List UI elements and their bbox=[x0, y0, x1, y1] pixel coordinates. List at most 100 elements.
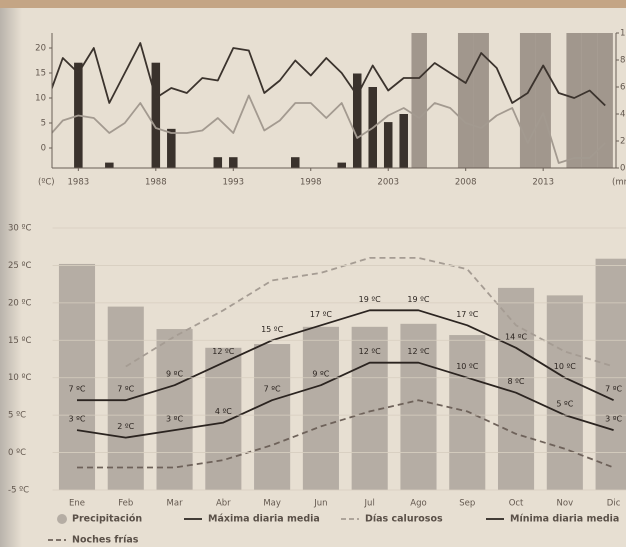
value-label: 7 ºC bbox=[605, 385, 622, 394]
bar bbox=[229, 157, 238, 168]
bar bbox=[519, 33, 536, 168]
value-label: 4 ºC bbox=[215, 407, 232, 416]
plot-area bbox=[58, 257, 626, 490]
value-label: 2 ºC bbox=[117, 422, 134, 431]
x-tick-label: Jul bbox=[364, 499, 375, 509]
value-label: 5 ºC bbox=[556, 400, 573, 409]
line bbox=[77, 309, 614, 402]
stone-edge bbox=[0, 0, 22, 547]
value-label: 17 ºC bbox=[310, 310, 332, 319]
y-tick-label: 5 bbox=[41, 119, 46, 129]
x-tick-label: 2003 bbox=[377, 178, 399, 188]
value-label: 7 ºC bbox=[68, 385, 85, 394]
legend-marker bbox=[57, 514, 67, 524]
x-tick-label: Ene bbox=[69, 499, 85, 509]
y2-axis-label: (mm) bbox=[612, 178, 626, 188]
y-tick-label: 15 bbox=[35, 69, 46, 79]
bar bbox=[566, 33, 582, 168]
chart-climate: -5 ºC 0 ºC 5 ºC 10 ºC 15 ºC 20 ºC 25 ºC 30 ºC En… bbox=[8, 224, 626, 546]
line bbox=[125, 257, 614, 368]
value-label: 19 ºC bbox=[359, 295, 381, 304]
y-tick-label: 30 ºC bbox=[8, 224, 32, 234]
x-tick-label: Feb bbox=[118, 499, 133, 509]
bar bbox=[151, 62, 161, 168]
bar bbox=[581, 33, 598, 168]
value-label: 15 ºC bbox=[261, 325, 283, 334]
y2-tick-label: 2 bbox=[620, 137, 625, 147]
y2-tick-label: 6 bbox=[620, 83, 625, 93]
bar bbox=[399, 114, 408, 168]
x-tick-label: Sep bbox=[459, 499, 475, 509]
legend-label: Mínima diaria media bbox=[510, 514, 619, 525]
bar bbox=[167, 128, 176, 168]
x-tick-label: 1993 bbox=[222, 178, 244, 188]
y-tick-label: 10 bbox=[35, 94, 46, 104]
bar bbox=[291, 157, 300, 168]
plot-area bbox=[52, 33, 613, 168]
bar bbox=[595, 258, 626, 490]
value-label: 7 ºC bbox=[117, 385, 134, 394]
bar bbox=[457, 33, 474, 168]
value-label: 3 ºC bbox=[68, 415, 85, 424]
value-label: 14 ºC bbox=[505, 332, 527, 341]
value-label: 9 ºC bbox=[166, 370, 183, 379]
y-tick-label: -5 ºC bbox=[8, 486, 29, 496]
value-label: 10 ºC bbox=[554, 362, 576, 371]
x-tick-label: May bbox=[263, 499, 281, 509]
y-tick-label: 0 ºC bbox=[8, 448, 26, 458]
value-label: 9 ºC bbox=[312, 370, 329, 379]
chart-history: 0 5 10 15 20 0 2 4 6 8 10 (ºC) (mm) 1983 1988 1993 1998 2… bbox=[35, 29, 626, 188]
bar bbox=[473, 33, 489, 168]
value-label: 10 ºC bbox=[456, 362, 478, 371]
bar bbox=[535, 33, 551, 168]
bar bbox=[411, 33, 427, 168]
y-tick-label: 20 bbox=[35, 44, 46, 54]
y2-tick-label: 10 bbox=[620, 29, 626, 39]
bar bbox=[213, 157, 223, 168]
bar bbox=[400, 323, 437, 490]
x-tick-label: Dic bbox=[607, 499, 621, 509]
x-tick-label: Nov bbox=[557, 499, 574, 509]
line bbox=[52, 94, 606, 164]
line bbox=[76, 361, 614, 439]
bar bbox=[546, 295, 583, 490]
x-tick-label: Ago bbox=[410, 499, 426, 509]
bar bbox=[105, 162, 114, 168]
y-tick-label: 0 bbox=[41, 144, 46, 154]
value-label: 12 ºC bbox=[407, 347, 429, 356]
x-tick-label: Jun bbox=[313, 499, 327, 509]
value-label: 12 ºC bbox=[212, 347, 234, 356]
value-label: 17 ºC bbox=[456, 310, 478, 319]
line bbox=[77, 399, 614, 469]
value-label: 3 ºC bbox=[605, 415, 622, 424]
x-tick-label: 1988 bbox=[145, 178, 167, 188]
value-label: 3 ºC bbox=[166, 415, 183, 424]
legend-label: Máxima diaria media bbox=[208, 514, 320, 525]
x-tick-label: Abr bbox=[216, 499, 231, 509]
value-label: 7 ºC bbox=[264, 385, 281, 394]
value-label: 12 ºC bbox=[359, 347, 381, 356]
value-label: 8 ºC bbox=[508, 377, 525, 386]
x-tick-label: 1998 bbox=[300, 178, 322, 188]
y-tick-label: 15 ºC bbox=[8, 336, 32, 346]
line bbox=[52, 42, 606, 107]
value-label: 19 ºC bbox=[407, 295, 429, 304]
y-tick-label: 25 ºC bbox=[8, 261, 32, 271]
legend-label: Precipitación bbox=[72, 514, 142, 525]
bar bbox=[302, 326, 339, 490]
bar bbox=[254, 344, 291, 490]
x-tick-label: 2008 bbox=[455, 178, 477, 188]
bar bbox=[58, 263, 96, 490]
x-tick-label: 2013 bbox=[532, 178, 554, 188]
bar bbox=[597, 33, 613, 168]
y-tick-label: 5 ºC bbox=[8, 411, 26, 421]
legend-label: Días calurosos bbox=[365, 514, 443, 525]
y2-tick-label: 8 bbox=[620, 56, 625, 66]
bar bbox=[205, 347, 242, 490]
y-tick-label: 10 ºC bbox=[8, 373, 32, 383]
bar bbox=[449, 335, 486, 490]
bar bbox=[107, 306, 144, 490]
y-tick-label: 20 ºC bbox=[8, 298, 32, 308]
bar bbox=[352, 73, 362, 168]
